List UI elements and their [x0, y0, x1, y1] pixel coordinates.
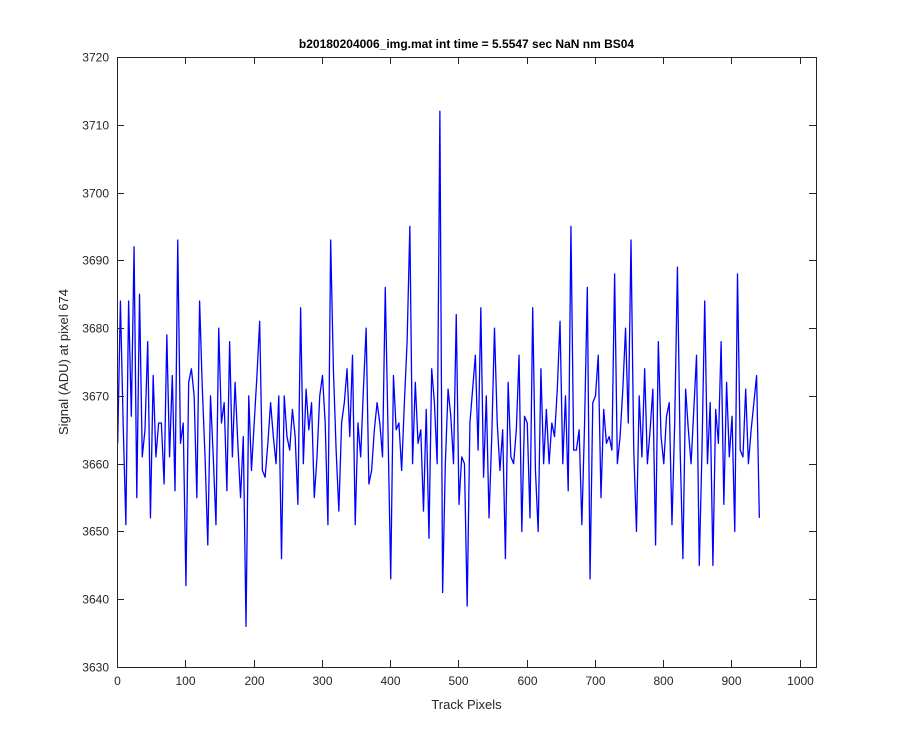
tick-layer: 0 100 200 300 400 500 600 700 800 900 1000 3630 3640… [82, 51, 816, 688]
x-tick-label: 400 [380, 674, 400, 688]
y-tick-label: 3670 [82, 390, 109, 404]
x-tick-label: 200 [244, 674, 264, 688]
y-tick-label: 3660 [82, 458, 109, 472]
x-tick-label: 1000 [787, 674, 814, 688]
x-tick-label: 500 [448, 674, 468, 688]
y-tick-label: 3630 [82, 661, 109, 675]
y-tick-label: 3640 [82, 593, 109, 607]
y-tick-label: 3720 [82, 51, 109, 65]
x-tick-label: 900 [721, 674, 741, 688]
series-layer [117, 110, 760, 627]
x-axis-label: Track Pixels [431, 697, 502, 712]
series-line [117, 110, 760, 627]
x-tick-label: 600 [517, 674, 537, 688]
x-tick-label: 300 [312, 674, 332, 688]
y-tick-label: 3700 [82, 187, 109, 201]
y-tick-label: 3710 [82, 119, 109, 133]
plot-frame [117, 57, 817, 668]
y-tick-label: 3680 [82, 322, 109, 336]
y-tick-label: 3690 [82, 254, 109, 268]
x-tick-label: 0 [114, 674, 121, 688]
x-tick-label: 100 [175, 674, 195, 688]
y-tick-label: 3650 [82, 525, 109, 539]
x-tick-label: 700 [585, 674, 605, 688]
chart-title: b20180204006_img.mat int time = 5.5547 s… [299, 37, 635, 51]
x-tick-label: 800 [653, 674, 673, 688]
y-axis-label: Signal (ADU) at pixel 674 [56, 289, 71, 435]
